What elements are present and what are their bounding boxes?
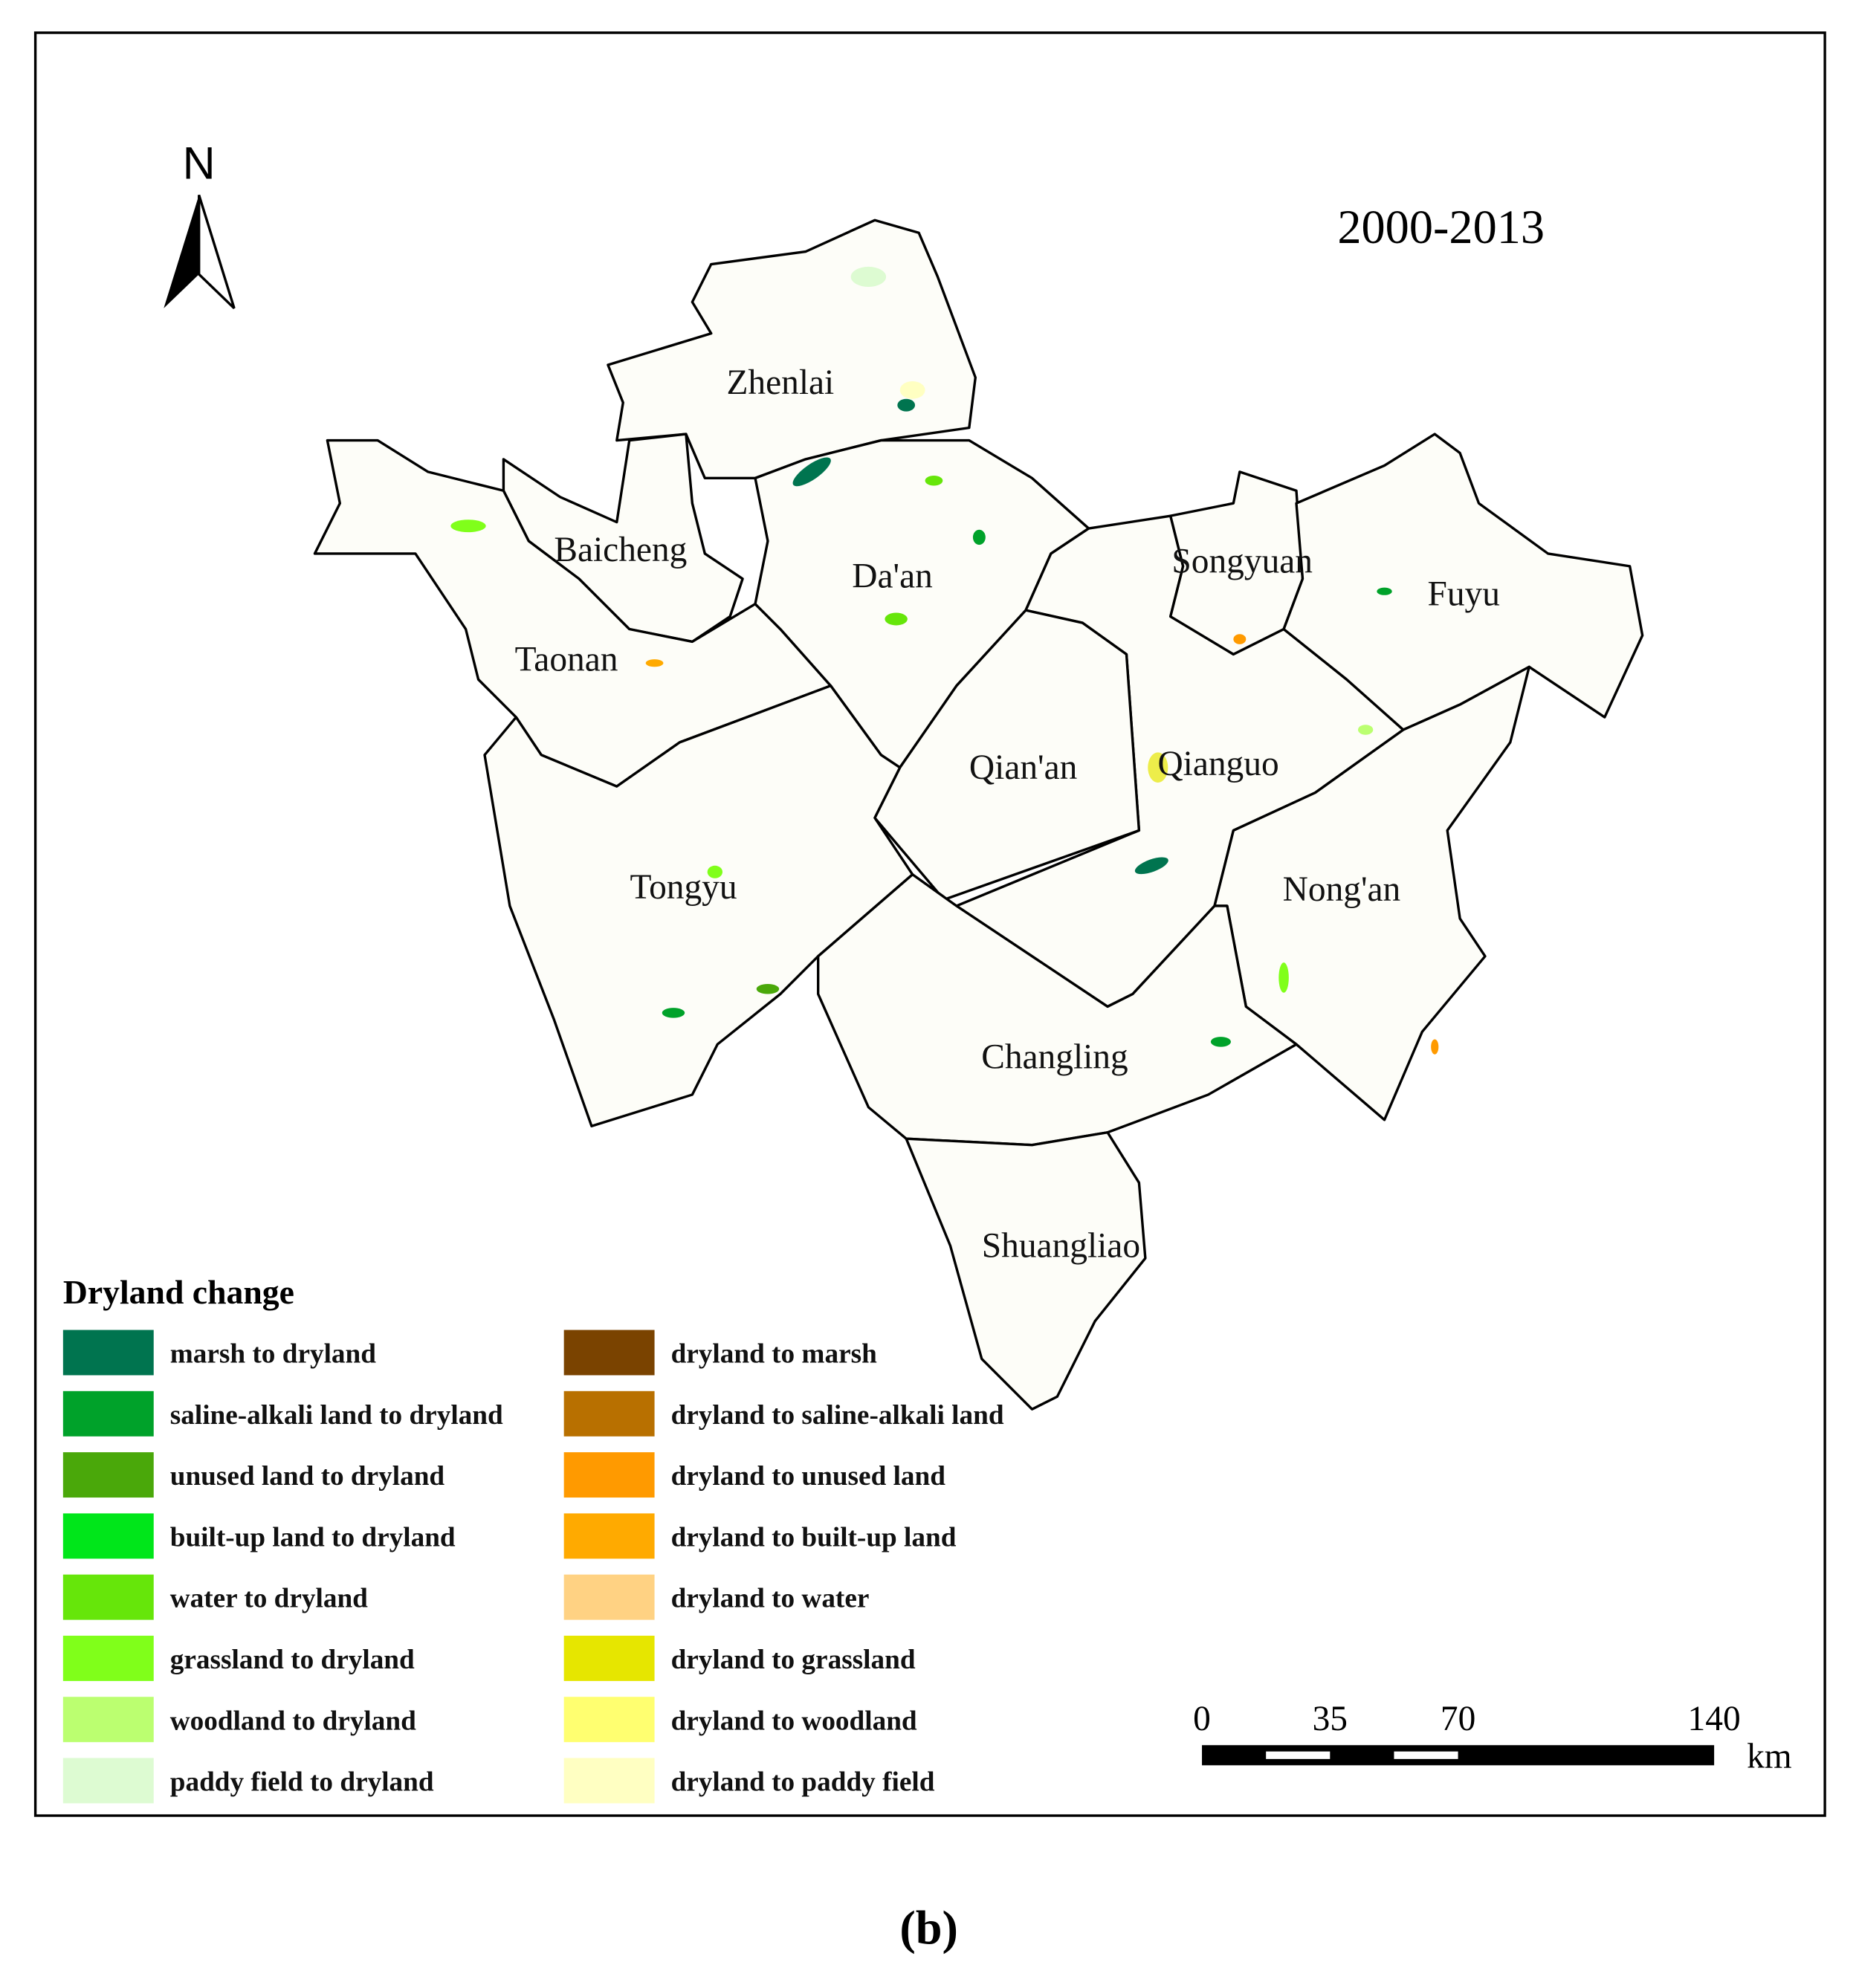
- legend-swatch: [62, 1635, 154, 1681]
- scale-tick-label: 140: [1688, 1700, 1741, 1738]
- scale-unit: km: [1747, 1738, 1792, 1776]
- legend-label: dryland to unused land: [671, 1461, 946, 1492]
- patch: [1357, 725, 1374, 735]
- patch: [1377, 587, 1392, 595]
- region-label: Tongyu: [630, 868, 737, 907]
- patch: [897, 398, 916, 412]
- legend-label: dryland to water: [671, 1584, 870, 1614]
- legend-label: built-up land to dryland: [170, 1522, 456, 1552]
- patch: [792, 457, 831, 487]
- legend-swatch: [62, 1758, 154, 1804]
- legend-swatch: [62, 1574, 154, 1620]
- patch: [899, 381, 925, 399]
- region-labels: Zhenlai Baicheng Da'an Taonan Songyuan Fuyu Qi…: [515, 363, 1500, 1265]
- change-patches: [450, 266, 1439, 1055]
- county-fuyu: [1282, 433, 1644, 731]
- county-changling: [816, 872, 1298, 1147]
- region-label: Qianguo: [1157, 745, 1278, 783]
- region-label: Zhenlai: [727, 363, 835, 402]
- legend-swatch: [62, 1330, 154, 1376]
- patch: [756, 983, 780, 994]
- period-title: 2000-2013: [1337, 201, 1545, 253]
- county-nongan: [1213, 665, 1530, 1121]
- region-label: Da'an: [852, 557, 933, 596]
- legend-label: grassland to dryland: [170, 1645, 415, 1675]
- legend-label: dryland to woodland: [671, 1706, 917, 1736]
- legend-label: dryland to saline-alkali land: [671, 1400, 1004, 1431]
- scale-tick-label: 0: [1193, 1700, 1211, 1738]
- north-arrow-left: [164, 195, 199, 308]
- region-label: Changling: [981, 1037, 1128, 1076]
- patch: [645, 659, 664, 667]
- legend-swatch: [563, 1452, 655, 1498]
- north-label: N: [183, 137, 216, 188]
- legend-swatch: [62, 1513, 154, 1559]
- legend-swatch: [62, 1390, 154, 1437]
- legend-label: woodland to dryland: [170, 1706, 416, 1736]
- legend-swatch: [563, 1635, 655, 1681]
- region-label: Shuangliao: [982, 1226, 1140, 1265]
- legend-label: unused land to dryland: [170, 1461, 445, 1492]
- legend-label: marsh to dryland: [170, 1339, 377, 1370]
- patch: [450, 519, 486, 533]
- region-label: Qian'an: [969, 748, 1077, 787]
- legend-swatch: [563, 1513, 655, 1559]
- legend-label: dryland to grassland: [671, 1645, 916, 1675]
- legend-label: dryland to paddy field: [671, 1767, 935, 1798]
- region-label: Fuyu: [1427, 574, 1499, 613]
- region-label: Taonan: [515, 640, 618, 679]
- region-label: Songyuan: [1171, 542, 1313, 580]
- scale-bar-segment: [1266, 1751, 1331, 1759]
- patch: [1210, 1037, 1231, 1047]
- north-arrow-right: [197, 194, 236, 310]
- patch: [972, 529, 986, 545]
- patch: [662, 1008, 685, 1018]
- region-label: Nong'an: [1283, 870, 1401, 909]
- scale-bar-segment: [1394, 1751, 1458, 1759]
- legend-swatch: [62, 1697, 154, 1743]
- north-arrow: N: [164, 137, 236, 310]
- scale-tick-label: 35: [1313, 1700, 1348, 1738]
- legend-swatch: [563, 1574, 655, 1620]
- legend-swatch: [563, 1697, 655, 1743]
- legend-label: water to dryland: [170, 1584, 368, 1614]
- legend-swatch: [62, 1452, 154, 1498]
- legend-swatch: [563, 1330, 655, 1376]
- legend-title: Dryland change: [63, 1273, 294, 1311]
- patch: [1148, 752, 1168, 783]
- legend-label: dryland to marsh: [671, 1339, 878, 1370]
- patch: [1278, 962, 1289, 993]
- legend-label: dryland to built-up land: [671, 1522, 957, 1552]
- region-label: Baicheng: [554, 531, 687, 569]
- patch: [925, 475, 943, 486]
- patch: [1134, 857, 1168, 875]
- patch: [885, 612, 908, 626]
- legend-swatch: [563, 1390, 655, 1437]
- scale-tick-label: 70: [1441, 1700, 1475, 1738]
- caption: (b): [899, 1902, 958, 1955]
- county-shuangliao: [905, 1131, 1147, 1411]
- legend-label: paddy field to dryland: [170, 1767, 434, 1798]
- patch: [850, 266, 887, 288]
- legend: Dryland change marsh to dryland saline-al…: [62, 1273, 1004, 1804]
- patch: [707, 865, 722, 878]
- patch: [1233, 634, 1247, 644]
- legend-label: saline-alkali land to dryland: [170, 1400, 503, 1431]
- counties: [313, 218, 1644, 1411]
- legend-swatch: [563, 1758, 655, 1804]
- patch: [1431, 1039, 1439, 1055]
